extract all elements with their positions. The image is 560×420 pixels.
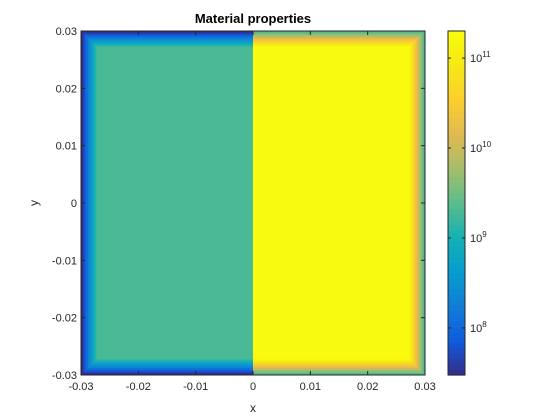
colorbar-segment [448,289,465,295]
colorbar-segment [448,68,465,75]
colorbar-segment [448,106,465,113]
y-axis: -0.03 -0.02 -0.01 0 0.01 0.02 0.03 [52,26,425,382]
colorbar-segment [448,315,465,322]
x-axis-label: x [250,401,256,415]
colorbar-frame [447,30,466,376]
x-tick-label: 0.02 [357,381,378,393]
colorbar-segment [448,160,465,166]
colorbar-segment [448,111,465,118]
colorbar-segment [448,165,465,172]
colorbar-segment [448,203,465,209]
colorbar-segment [448,310,465,317]
colorbar-segment [448,36,465,43]
colorbar-segment [448,229,465,236]
colorbar-segment [448,192,465,199]
y-tick-label: 0 [71,198,77,210]
colorbar-segment [448,197,465,204]
colorbar-segment [448,213,465,220]
colorbar-segment [448,122,465,129]
x-tick-label: 0.03 [414,381,435,393]
colorbar-segment [448,52,465,59]
x-tick-label: -0.02 [126,381,151,393]
colorbar-segment [448,186,465,193]
colorbar-segment [448,251,465,258]
colorbar-segment [448,181,465,188]
colorbar-segment [448,57,465,64]
colorbar-segment [448,208,465,215]
colorbar-tick-label: 1011 [470,50,491,65]
colorbar-segment [448,74,465,80]
colorbar-segment [448,246,465,252]
colorbar-segment [448,262,465,269]
colorbar-segment [448,176,465,183]
colorbar-segment [448,348,465,355]
colorbar-segment [448,63,465,70]
colorbar-segment [448,90,465,97]
colorbar-segment [448,154,465,161]
colorbar-segment [448,127,465,134]
x-tick-label: -0.01 [183,381,208,393]
colorbar-segment [448,117,465,123]
colorbar-segment [448,358,465,365]
colorbar-segment [448,133,465,140]
colorbar-segment [448,143,465,150]
region-left-layer [96,46,253,360]
colorbar-segment [448,240,465,247]
colorbar-segment [448,95,465,102]
colorbar-segment [448,305,465,312]
colorbar-segment [448,170,465,177]
colorbar-segment [448,332,465,338]
colorbar-segment [448,353,465,360]
colorbar-segment [448,235,465,242]
colorbar-segment [448,283,465,290]
colorbar-segment [448,294,465,301]
x-tick-label: 0.01 [300,381,321,393]
colorbar: 108 109 1010 1011 [447,30,492,376]
colorbar-segment [448,267,465,274]
colorbar-segment [448,326,465,333]
y-tick-label: 0.03 [56,26,77,38]
colorbar-segment [448,256,465,263]
y-tick-label: -0.01 [52,255,77,267]
colorbar-segment [448,138,465,145]
colorbar-segment [448,47,465,54]
colorbar-segment [448,278,465,285]
colorbar-segment [448,342,465,349]
colorbar-segment [448,31,465,37]
x-tick-label: -0.03 [68,381,93,393]
colorbar-segment [448,149,465,156]
y-tick-label: 0.02 [56,83,77,95]
colorbar-segment [448,364,465,371]
colorbar-tick-label: 1010 [470,140,492,155]
colorbar-segment [448,100,465,107]
colorbar-segment [448,224,465,231]
colorbar-segment [448,219,465,226]
plot-area [81,31,425,375]
x-axis: -0.03 -0.02 -0.01 0 0.01 0.02 0.03 [68,31,436,393]
colorbar-tick-label: 108 [470,320,487,335]
y-axis-label: y [27,200,41,206]
x-tick-label: 0 [250,381,256,393]
colorbar-segment [448,41,465,48]
colorbar-segment [448,299,465,306]
colorbar-segment [448,321,465,328]
colorbar-tick-label: 109 [470,230,487,245]
region-right-layer [253,46,410,360]
y-tick-label: -0.03 [52,370,77,382]
colorbar-segment [448,272,465,279]
y-tick-label: 0.01 [56,141,77,153]
colorbar-segment [448,84,465,91]
colorbar-segment [448,369,465,376]
chart-title: Material properties [195,11,311,26]
y-tick-label: -0.02 [52,313,77,325]
colorbar-segment [448,79,465,86]
colorbar-segment [448,337,465,344]
